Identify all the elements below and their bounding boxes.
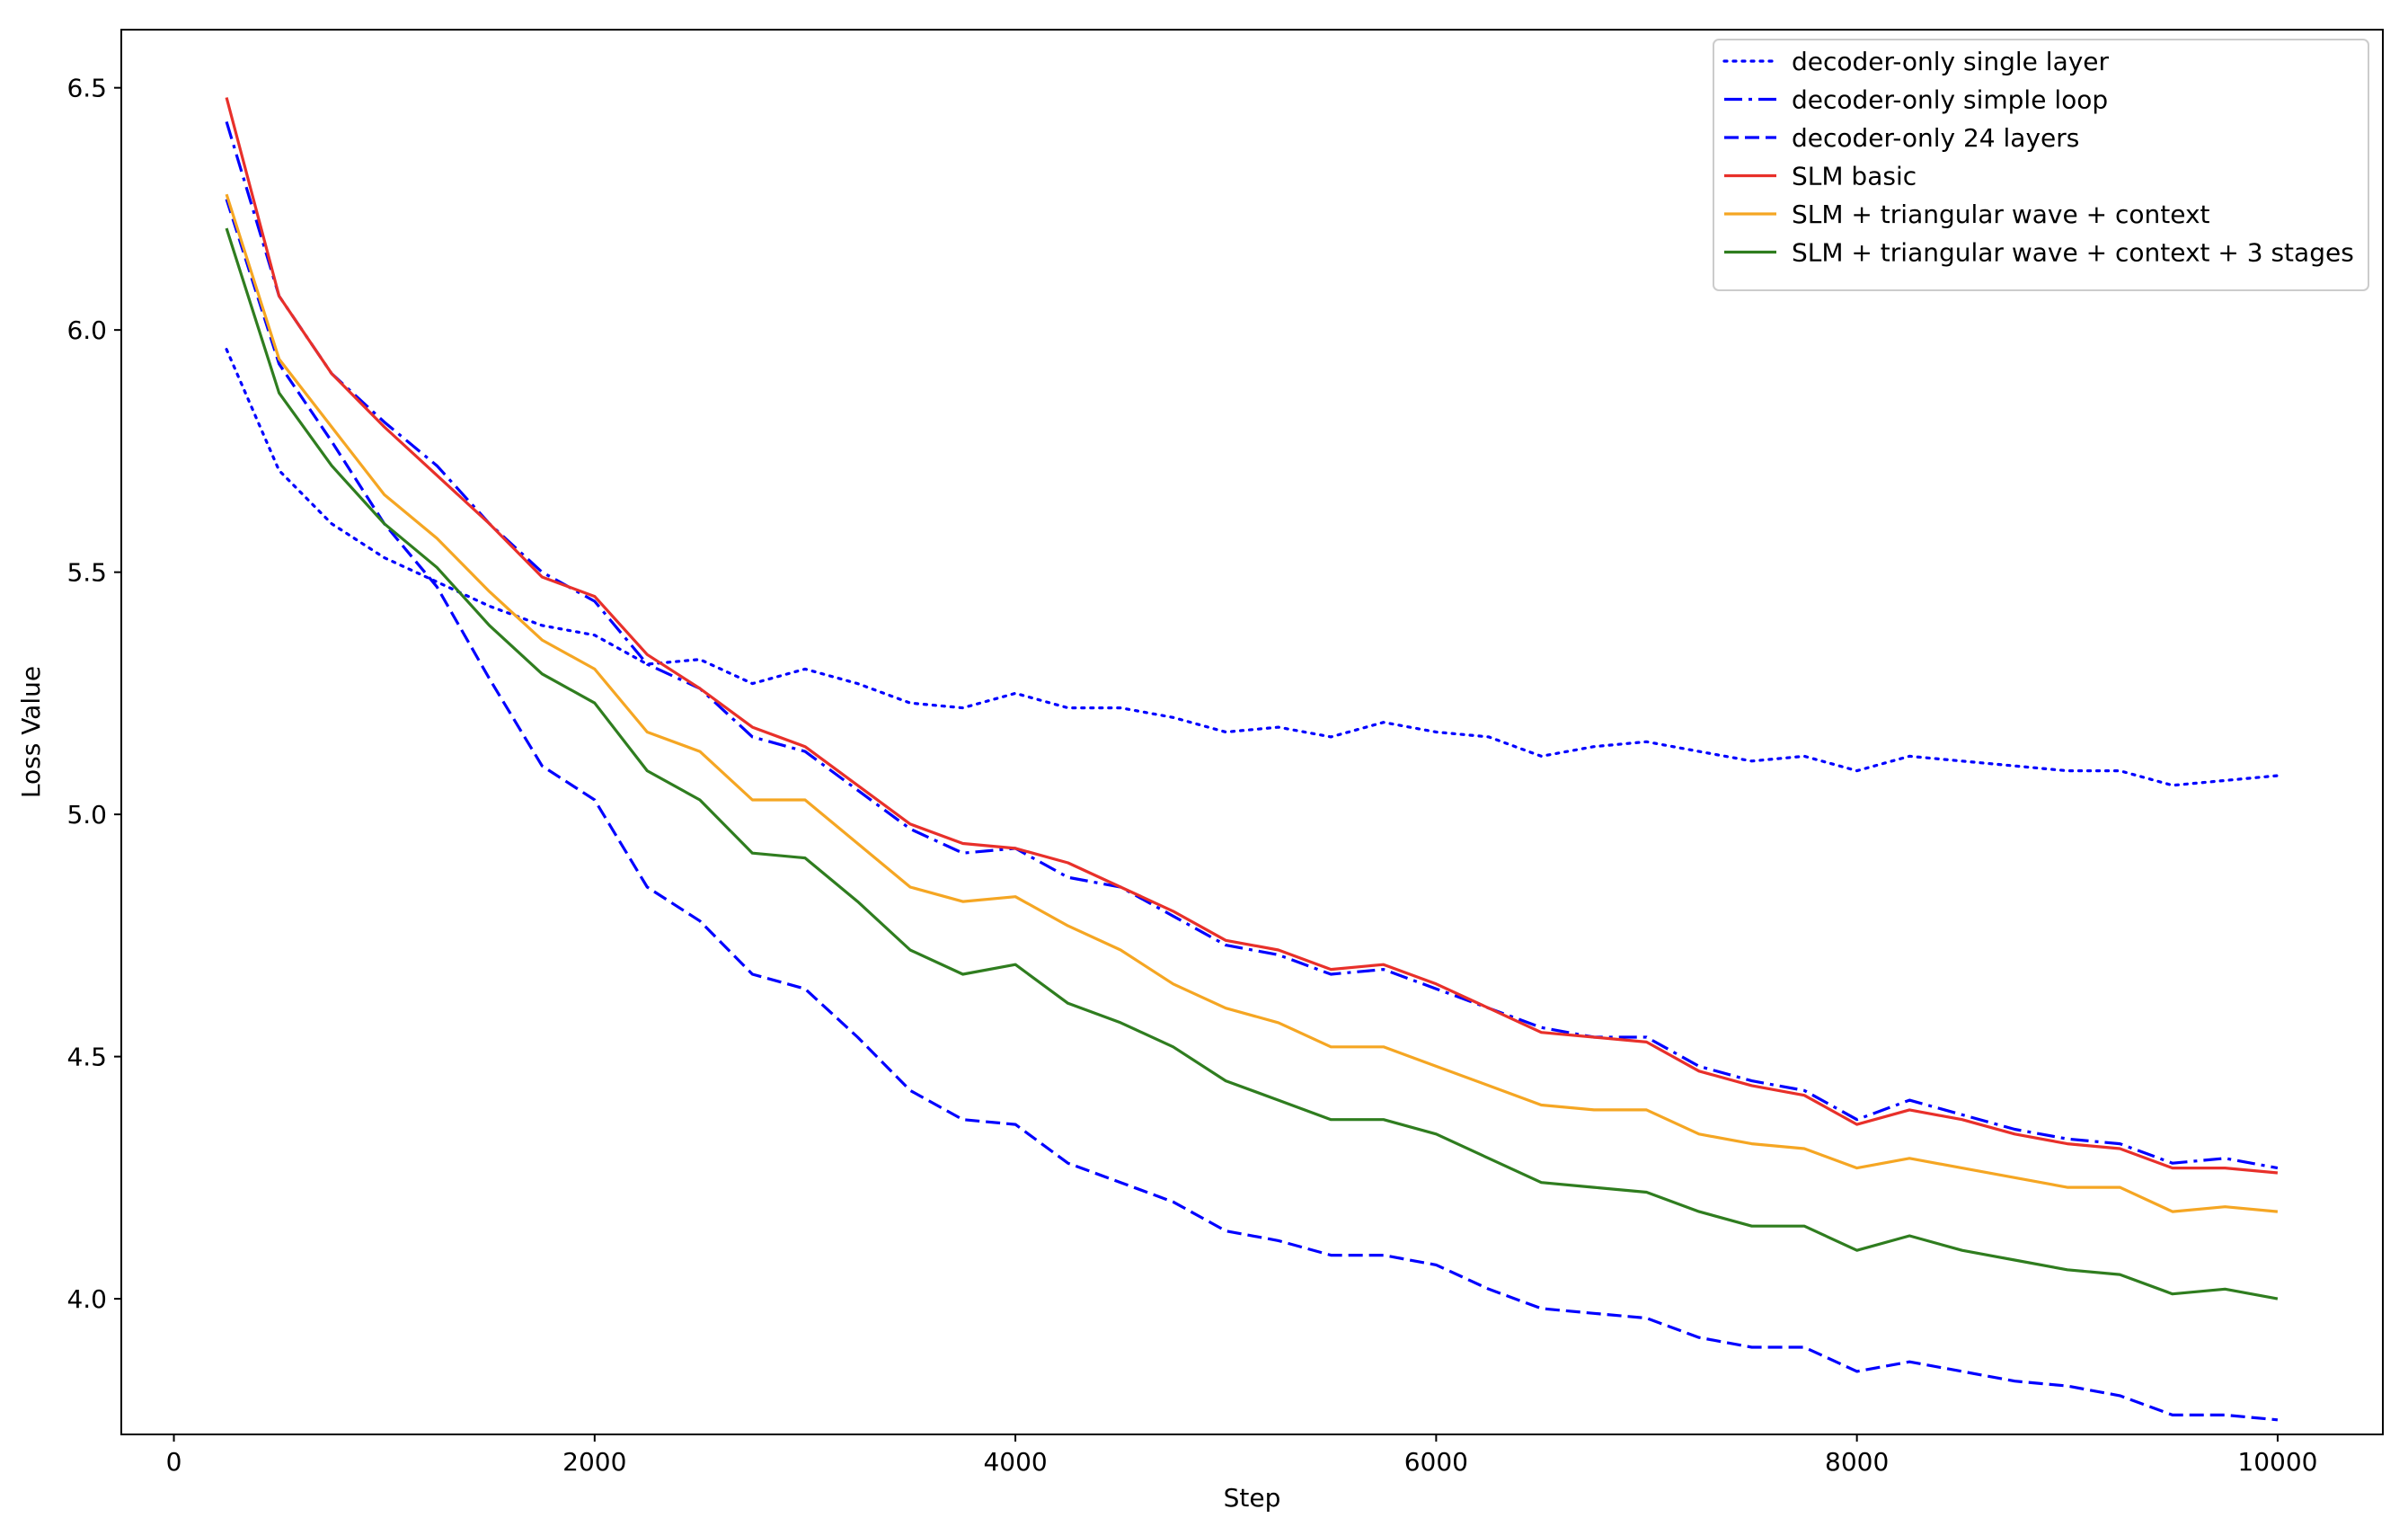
- y-tick-label: 5.0: [66, 800, 107, 830]
- y-axis-label: Loss Value: [16, 666, 46, 798]
- y-axis-ticks: 4.0 4.5 5.0 5.5 6.0 6.5: [66, 74, 121, 1314]
- x-axis-label: Step: [1224, 1483, 1281, 1513]
- x-tick-label: 2000: [562, 1447, 626, 1477]
- y-tick-label: 6.5: [66, 74, 107, 103]
- legend-box: [1713, 39, 2369, 291]
- plot-frame: [120, 29, 2384, 1435]
- series-layer: [225, 97, 2280, 1422]
- legend-label-4: SLM basic: [1792, 162, 1917, 191]
- series-line-6: [225, 227, 2279, 1301]
- series-line-1: [225, 348, 2280, 787]
- x-axis-ticks: 0 2000 4000 6000 8000 10000: [166, 1434, 2317, 1477]
- legend-label-3: decoder-only 24 layers: [1792, 123, 2079, 153]
- legend-label-5: SLM + triangular wave + context: [1792, 200, 2210, 229]
- x-tick-label: 6000: [1404, 1447, 1468, 1477]
- legend: decoder-only single layer decoder-only si…: [1713, 39, 2369, 291]
- series-line-3: [225, 199, 2279, 1422]
- y-tick-label: 4.0: [66, 1284, 107, 1314]
- x-tick-label: 4000: [983, 1447, 1047, 1477]
- x-tick-label: 8000: [1825, 1447, 1889, 1477]
- legend-label-1: decoder-only single layer: [1792, 47, 2110, 76]
- legend-items: decoder-only single layer decoder-only si…: [1722, 47, 2354, 268]
- y-tick-label: 6.0: [66, 315, 107, 345]
- series-line-5: [225, 193, 2279, 1213]
- series-line-4: [225, 97, 2279, 1175]
- x-tick-label: 0: [166, 1447, 182, 1477]
- x-tick-label: 10000: [2237, 1447, 2317, 1477]
- legend-label-2: decoder-only simple loop: [1792, 85, 2108, 115]
- y-tick-label: 5.5: [66, 558, 107, 588]
- legend-label-6: SLM + triangular wave + context + 3 stag…: [1792, 238, 2354, 268]
- y-tick-label: 4.5: [66, 1043, 107, 1072]
